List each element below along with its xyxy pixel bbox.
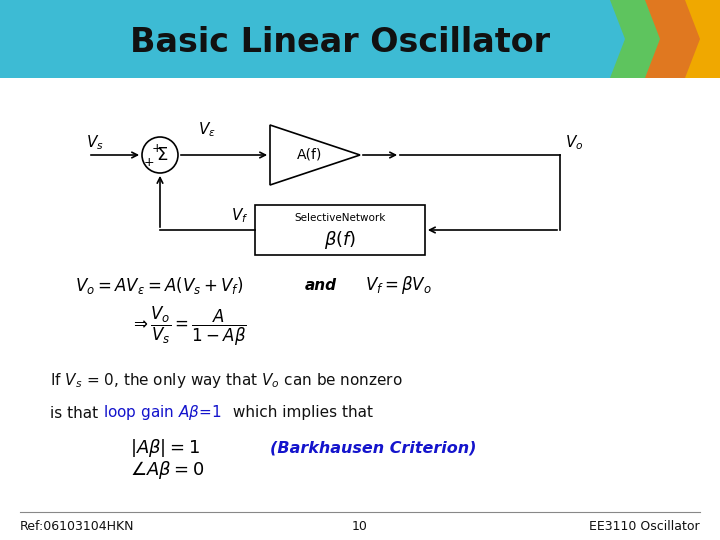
Text: $V_\varepsilon$: $V_\varepsilon$ — [198, 120, 216, 139]
Text: $V_o = AV_\varepsilon = A(V_s+V_f)$: $V_o = AV_\varepsilon = A(V_s+V_f)$ — [75, 274, 243, 295]
Polygon shape — [560, 0, 635, 78]
Text: loop gain $A\beta$=1: loop gain $A\beta$=1 — [103, 403, 221, 422]
Text: $\beta(f)$: $\beta(f)$ — [324, 229, 356, 251]
Text: $V_o$: $V_o$ — [565, 133, 583, 152]
Text: (Barkhausen Criterion): (Barkhausen Criterion) — [270, 441, 477, 456]
Text: $\Rightarrow\dfrac{V_o}{V_s}=\dfrac{A}{1-A\beta}$: $\Rightarrow\dfrac{V_o}{V_s}=\dfrac{A}{1… — [130, 305, 247, 348]
Bar — [0, 0, 720, 78]
Text: If $V_s$ = 0, the only way that $V_o$ can be nonzero: If $V_s$ = 0, the only way that $V_o$ ca… — [50, 370, 402, 389]
Polygon shape — [610, 0, 685, 78]
Text: A(f): A(f) — [297, 148, 323, 162]
Text: $|A\beta|=1$: $|A\beta|=1$ — [130, 437, 199, 459]
Text: Basic Linear Oscillator: Basic Linear Oscillator — [130, 25, 550, 58]
Text: +: + — [152, 141, 162, 154]
Text: $V_f$: $V_f$ — [232, 206, 249, 225]
Text: $V_f = \beta V_o$: $V_f = \beta V_o$ — [365, 274, 432, 296]
Circle shape — [142, 137, 178, 173]
Text: is that: is that — [50, 406, 103, 421]
Text: $\angle A\beta=0$: $\angle A\beta=0$ — [130, 459, 204, 481]
Text: EE3110 Oscillator: EE3110 Oscillator — [590, 519, 700, 532]
Text: 10: 10 — [352, 519, 368, 532]
Polygon shape — [685, 0, 720, 78]
Text: and: and — [305, 278, 337, 293]
Text: $\Sigma$: $\Sigma$ — [156, 146, 168, 164]
Text: which implies that: which implies that — [228, 406, 373, 421]
Text: +: + — [144, 156, 154, 168]
Text: Ref:06103104HKN: Ref:06103104HKN — [20, 519, 135, 532]
Polygon shape — [645, 0, 720, 78]
Text: $V_s$: $V_s$ — [86, 133, 104, 152]
Text: SelectiveNetwork: SelectiveNetwork — [294, 213, 386, 223]
Bar — [255, 205, 425, 255]
Polygon shape — [270, 125, 360, 185]
